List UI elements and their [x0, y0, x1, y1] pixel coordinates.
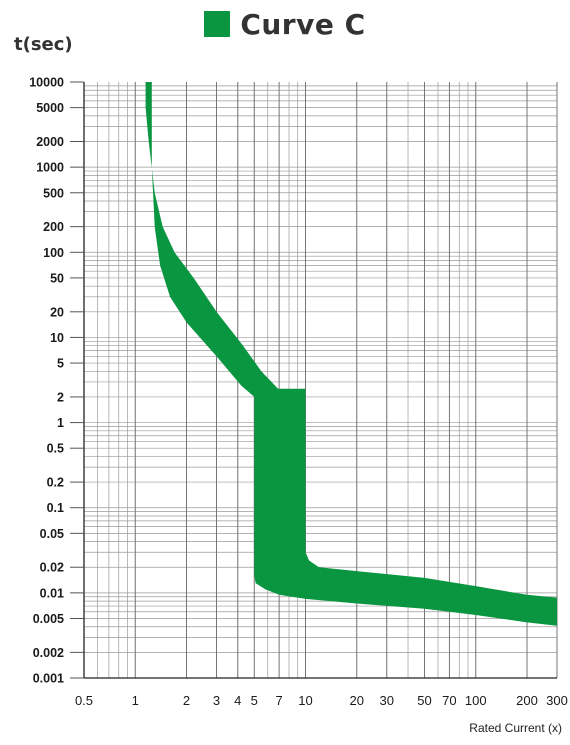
legend: Curve C	[0, 4, 570, 44]
x-tick-label: 1	[132, 693, 139, 708]
legend-swatch	[204, 11, 231, 37]
y-tick-label: 0.001	[33, 672, 64, 686]
y-tick-label: 0.01	[40, 586, 64, 600]
x-tick-label: 30	[380, 693, 394, 708]
x-tick-label: 0.5	[75, 693, 93, 708]
y-tick-label: 100	[43, 246, 64, 260]
y-tick-label: 500	[43, 186, 64, 200]
y-tick-label: 0.1	[47, 501, 64, 515]
x-tick-label: 3	[213, 693, 220, 708]
y-tick-label: 0.5	[47, 442, 64, 456]
x-tick-label: 7	[276, 693, 283, 708]
y-tick-label: 10000	[29, 76, 64, 90]
y-tick-label: 5	[57, 357, 64, 371]
x-tick-label: 300	[546, 693, 568, 708]
x-tick-labels: 0.5 1 2 3 4 5 7 10 20 30 50 70 100 200 300	[75, 693, 568, 708]
x-tick-label: 50	[417, 693, 431, 708]
y-tick-label: 1000	[36, 161, 64, 175]
x-tick-label: 70	[442, 693, 456, 708]
x-tick-label: 10	[298, 693, 312, 708]
y-tick-label: 10	[50, 331, 64, 345]
x-tick-label: 100	[465, 693, 487, 708]
x-tick-label: 200	[516, 693, 538, 708]
y-tick-label: 0.2	[47, 476, 64, 490]
x-tick-label: 2	[183, 693, 190, 708]
y-tick-label: 0.02	[40, 561, 64, 575]
y-tick-label: 2	[57, 390, 64, 404]
x-axis-label: Rated Current (x)	[469, 721, 562, 735]
curve-band-layer	[145, 82, 557, 626]
y-tick-label: 20	[50, 305, 64, 319]
y-tick-label: 0.002	[33, 646, 64, 660]
y-tick-label: 5000	[36, 101, 64, 115]
y-tick-labels: 10000 5000 2000 1000 500 200 100 50 20 10 5 2 1 0.5 0.…	[29, 76, 84, 686]
y-axis-label: t(sec)	[14, 34, 73, 55]
curve-c-band	[145, 82, 557, 626]
y-tick-label: 1	[57, 416, 64, 430]
x-tick-label: 5	[251, 693, 258, 708]
y-tick-label: 0.05	[40, 527, 64, 541]
y-tick-label: 0.005	[33, 612, 64, 626]
y-tick-label: 50	[50, 271, 64, 285]
y-tick-label: 2000	[36, 135, 64, 149]
y-tick-label: 200	[43, 220, 64, 234]
axes	[83, 82, 557, 679]
x-tick-label: 4	[234, 693, 241, 708]
x-tick-label: 20	[350, 693, 364, 708]
legend-label: Curve C	[240, 7, 366, 41]
